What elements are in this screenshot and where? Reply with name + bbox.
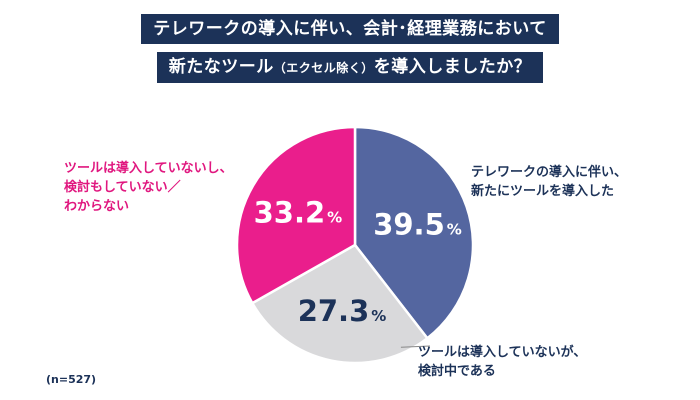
value-label-adopted: 39.5% <box>373 208 462 242</box>
leader-lines <box>400 345 431 348</box>
slice-label-adopted: テレワークの導入に伴い、 新たにツールを導入した <box>471 165 628 199</box>
pie-slice-considering <box>250 243 430 365</box>
title-line-1: テレワークの導入に伴い、会計･経理業務において <box>141 14 559 44</box>
leader-line-considering <box>400 345 431 348</box>
title-line-2-small: （エクセル除く） <box>273 61 374 75</box>
slice-label-not-adopted: ツールは導入していないし、 検討もしていない／ わからない <box>64 161 233 214</box>
pie-slices <box>235 125 475 365</box>
title-line-2-suffix: を導入しましたか？ <box>373 57 532 77</box>
title-line-1-text: テレワークの導入に伴い、会計･経理業務において <box>153 19 547 39</box>
chart-title: テレワークの導入に伴い、会計･経理業務において 新たなツール（エクセル除く）を導… <box>0 14 700 83</box>
value-label-not-adopted: 33.2% <box>254 196 343 230</box>
value-label-considering: 27.3% <box>298 294 387 328</box>
pie-slice-adopted <box>353 125 475 340</box>
pie-slice-not-adopted <box>235 125 357 305</box>
sample-size-note: (n=527) <box>46 373 97 386</box>
slice-label-considering: ツールは導入していないが、 検討中である <box>418 345 587 379</box>
value-labels: 39.5 % 27.3 % 33.2% <box>254 196 462 328</box>
title-line-2: 新たなツール（エクセル除く）を導入しましたか？ <box>156 52 544 83</box>
title-line-2-prefix: 新たなツール <box>168 57 274 77</box>
